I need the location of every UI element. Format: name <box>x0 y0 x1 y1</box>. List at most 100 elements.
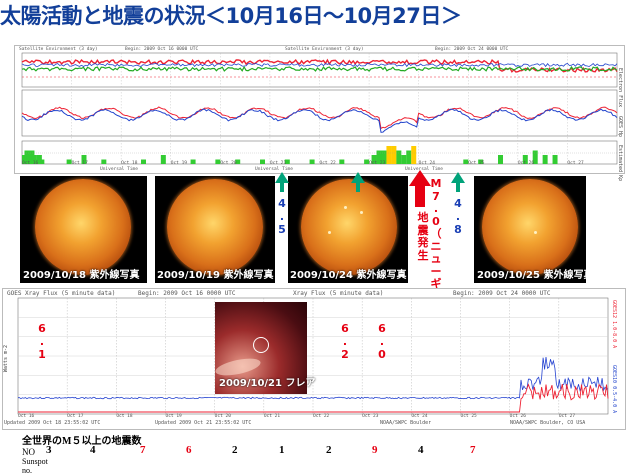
earthquake-count: 9 <box>372 444 378 456</box>
earthquake-row-label: NO <box>22 447 35 457</box>
kp-bar <box>552 155 558 164</box>
kp-bar <box>309 159 315 164</box>
earthquake-count: 2 <box>232 444 238 456</box>
xray-y-label: Watts m-2 <box>3 345 9 373</box>
flare-caption: 2009/10/21 フレア <box>219 378 316 389</box>
xray-flux-panel: GOES Xray Flux (5 minute data) Begin: 20… <box>2 288 626 430</box>
kp-bar <box>66 159 72 164</box>
sun-image-1024: 2009/10/24 紫外線写真 <box>288 176 408 283</box>
xray-header-right: Begin: 2009 Oct 24 0000 UTC <box>453 290 551 297</box>
xray-date-tick: Oct 16 <box>18 414 35 419</box>
earthquake-count: 6 <box>186 444 192 456</box>
sat-date-tick: Oct 19 <box>170 161 188 166</box>
kp-bar <box>260 159 265 164</box>
sun-disk <box>482 179 578 275</box>
sat-header-left: Satellite Environment (3 day) <box>19 47 98 52</box>
teal-arrow-3 <box>451 172 465 192</box>
sun-image-1018: 2009/10/18 紫外線写真 <box>20 176 147 283</box>
teal-arrow-2 <box>351 172 365 192</box>
kp-bar <box>542 155 548 164</box>
kp-bar <box>411 146 417 164</box>
earthquake-count: 4 <box>90 444 96 456</box>
xray-date-tick: Oct 20 <box>214 414 231 419</box>
sat-date-tick: Oct 21 <box>269 161 287 166</box>
xray-header-left: GOES Xray Flux (5 minute data) <box>7 290 116 297</box>
flux-label-6-2: 6.2 <box>341 322 349 361</box>
flux-label-4-8: 4.8 <box>454 197 462 236</box>
xray-date-tick: Oct 22 <box>313 414 330 419</box>
xray-date-tick: Oct 24 <box>411 414 428 419</box>
sat-date-tick: Oct 18 <box>121 161 138 166</box>
kp-bar <box>190 159 196 164</box>
xray-flux-plot <box>17 297 609 415</box>
sat-date-tick: Oct 26 <box>517 161 535 166</box>
kp-bar <box>406 150 412 164</box>
sat-footer-ut-2: Universal Time <box>255 167 293 172</box>
xray-footer-1: Updated 2009 Oct 18 23:55:02 UTC <box>4 420 101 426</box>
sat-header-mid: Begin: 2009 Oct 16 0000 UTC <box>125 47 199 52</box>
xray-footer-2: Updated 2009 Oct 21 23:55:02 UTC <box>155 420 252 426</box>
kp-bar <box>371 155 377 164</box>
electron-flux-axis-label: Electron Flux <box>617 68 623 108</box>
earthquake-count: 3 <box>46 444 52 456</box>
sat-footer-ut-1: Universal Time <box>100 167 138 172</box>
xray-date-tick: Oct 27 <box>558 414 576 419</box>
kp-bar <box>235 159 241 164</box>
sun-disk <box>35 179 131 275</box>
earthquake-count: 1 <box>279 444 285 456</box>
xray-date-tick: Oct 23 <box>362 414 379 419</box>
sun-image-1019: 2009/10/19 紫外線写真 <box>155 176 275 283</box>
flare-circle-marker <box>253 337 269 353</box>
red-arrow-quake <box>409 170 431 207</box>
sat-date-tick: Oct 23 <box>369 161 386 166</box>
kp-axis-label: Estimated Kp <box>617 145 623 182</box>
flux-label-6-1: 6.1 <box>38 322 46 361</box>
kp-bar <box>141 159 146 164</box>
xray-footer-4: NOAA/SWPC Boulder, CO USA <box>510 420 586 426</box>
kp-bar <box>391 146 397 164</box>
kp-bar <box>339 159 345 164</box>
sun-disk <box>167 179 263 275</box>
kp-bar <box>101 159 107 164</box>
kp-bar <box>522 155 528 164</box>
earthquake-count: 7 <box>470 444 476 456</box>
sun-caption-1025: 2009/10/25 紫外線写真 <box>477 270 586 281</box>
sat-date-tick: Oct 25 <box>468 161 485 166</box>
xray-date-tick: Oct 19 <box>165 414 182 419</box>
sat-footer-ut-3: Universal Time <box>405 167 443 172</box>
kp-bar <box>463 159 469 164</box>
quake-label-col2: 地震発生 <box>417 211 429 262</box>
sat-date-tick: Oct 22 <box>319 161 336 166</box>
kp-bar <box>386 146 392 164</box>
sat-date-tick: Oct 27 <box>567 161 584 166</box>
sat-date-tick: Oct 17 <box>71 161 88 166</box>
sat-date-tick: Oct 20 <box>220 161 237 166</box>
xray-date-tick: Oct 17 <box>67 414 84 419</box>
xray-right-label-1: GOES12 1.0-8.0 A <box>611 300 617 349</box>
earthquake-count: 7 <box>140 444 146 456</box>
sunspot-label: Sunspot no. <box>22 457 52 475</box>
satellite-environment-plots <box>21 52 618 165</box>
kp-bar <box>284 159 290 164</box>
kp-bar <box>396 150 402 164</box>
kp-bar <box>532 150 538 164</box>
xray-date-tick: Oct 25 <box>460 414 477 419</box>
xray-header-mid: Begin: 2009 Oct 16 0000 UTC <box>138 290 236 297</box>
flare-image <box>215 302 307 394</box>
kp-bar <box>160 155 166 164</box>
sat-date-tick: Oct 24 <box>418 161 435 166</box>
sat-header-right: Begin: 2009 Oct 24 0000 UTC <box>435 47 509 52</box>
xray-right-label-2: GOES10 0.5-4.0 A <box>611 365 617 414</box>
kp-bar <box>376 150 382 164</box>
earthquake-count: 2 <box>326 444 332 456</box>
sat-header-mid2: Satellite Environment (3 day) <box>285 47 364 52</box>
kp-bar <box>39 159 45 164</box>
xray-footer-3: NOAA/SWPC Boulder <box>380 420 432 426</box>
flux-label-4-5: 4.5 <box>278 197 286 236</box>
sun-caption-1024: 2009/10/24 紫外線写真 <box>290 270 407 281</box>
page-title: 太陽活動と地震の状況＜10月16日～10月27日＞ <box>0 4 462 28</box>
kp-bar <box>498 155 503 164</box>
earthquake-count: 4 <box>418 444 424 456</box>
earthquake-heading: 全世界のM５以上の地震数 <box>22 436 142 447</box>
sun-caption-1018: 2009/10/18 紫外線写真 <box>23 270 140 281</box>
